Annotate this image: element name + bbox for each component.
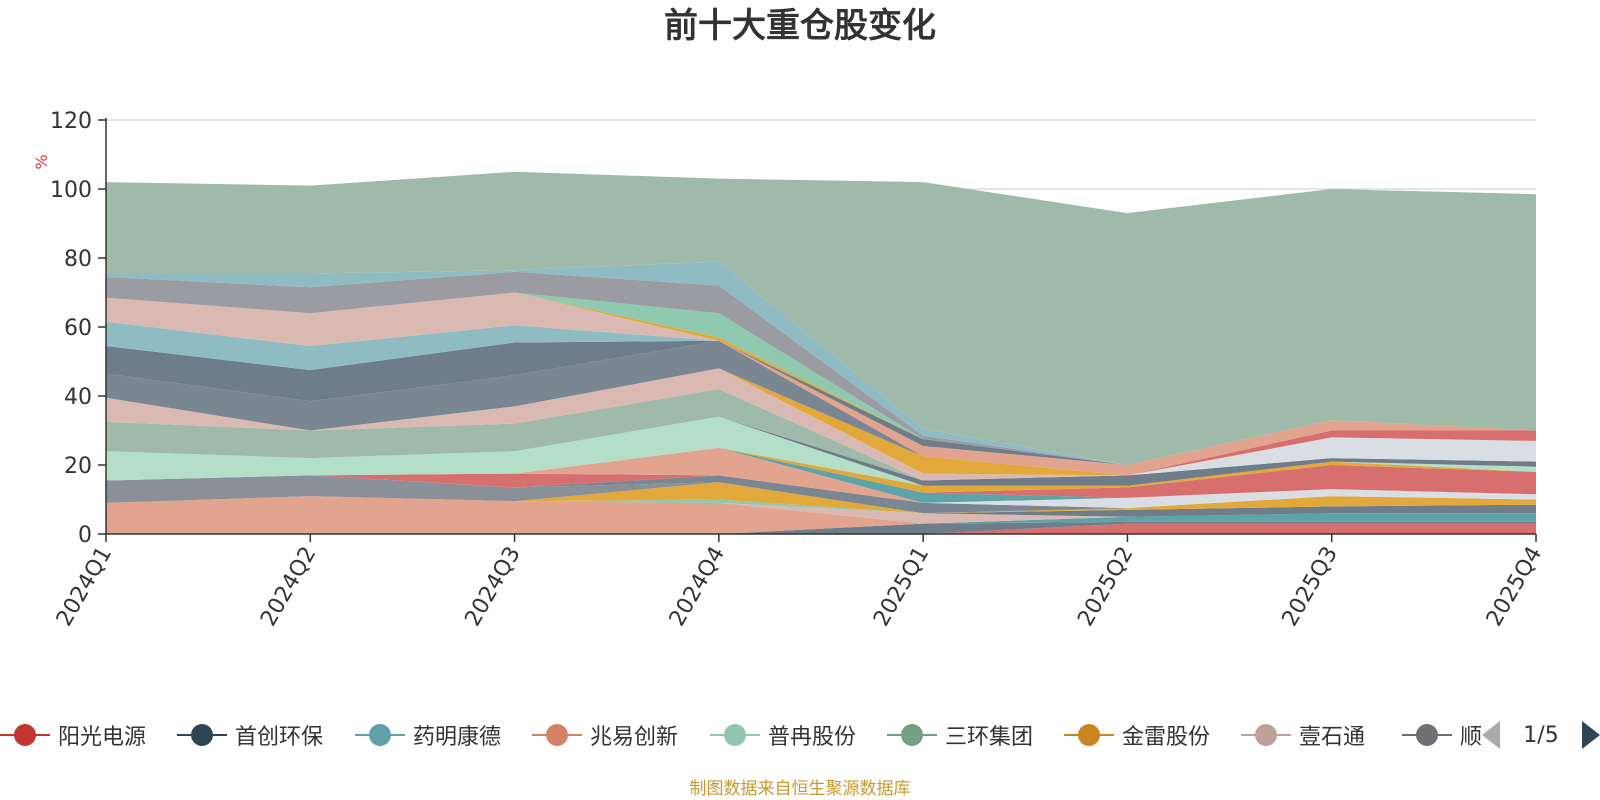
x-tick-label: 2025Q4 (1482, 543, 1547, 631)
area-series-3[interactable] (106, 496, 1536, 534)
y-tick-label: 100 (50, 178, 92, 203)
y-tick-label: 20 (64, 454, 92, 479)
legend-label: 金雷股份 (1122, 725, 1211, 750)
legend-label: 三环集团 (945, 725, 1034, 750)
chart-title: 前十大重仓股变化 (664, 6, 936, 46)
legend-marker-icon (532, 715, 582, 755)
y-tick-label: 80 (64, 247, 92, 272)
legend-marker-icon (0, 715, 50, 755)
x-tick-label: 2024Q4 (665, 543, 730, 631)
area-series-18[interactable] (106, 416, 1536, 486)
area-series-19[interactable] (106, 389, 1536, 481)
y-tick-label: 120 (50, 109, 92, 134)
legend-pager: 1/5 (1482, 715, 1600, 755)
area-series-1[interactable] (106, 521, 1536, 534)
legend-item[interactable]: 金雷股份 (1064, 715, 1210, 755)
area-series-12[interactable] (106, 473, 1536, 503)
legend-item[interactable]: 首创环保 (177, 715, 323, 755)
legend-label: 普冉股份 (768, 725, 857, 750)
area-series-32[interactable] (106, 261, 1536, 465)
legend-label: 顺络电子 (1460, 725, 1482, 750)
area-series-26[interactable] (106, 340, 1536, 465)
area-series-33[interactable] (106, 171, 1536, 466)
y-tick-label: 60 (64, 316, 92, 341)
legend-item[interactable]: 普冉股份 (710, 715, 856, 755)
legend-marker-icon (710, 715, 760, 755)
legend-item[interactable]: 兆易创新 (532, 715, 678, 755)
legend-marker-icon (177, 715, 227, 755)
area-series-28[interactable] (106, 292, 1536, 466)
triangle-left-icon[interactable] (1482, 721, 1500, 749)
legend-items: 阳光电源 首创环保 药明康德 兆易创新 普冉股份 三环集团 金雷股份 壹石通 顺络电子 (0, 715, 1482, 755)
legend-label: 阳光电源 (58, 725, 147, 750)
legend-page-indicator: 1/5 (1523, 722, 1559, 748)
x-tick-label: 2025Q2 (1073, 543, 1138, 631)
y-tick-label: 40 (64, 385, 92, 410)
area-series-14[interactable] (106, 447, 1536, 503)
legend-label: 壹石通 (1299, 725, 1366, 750)
area-series-30[interactable] (106, 292, 1536, 466)
area-series-layer (106, 171, 1536, 534)
legend: 阳光电源 首创环保 药明康德 兆易创新 普冉股份 三环集团 金雷股份 壹石通 顺络电子 1/5 (0, 715, 1600, 755)
axes (98, 118, 1537, 542)
y-axis-unit-label: % (32, 154, 51, 169)
x-tick-label: 2025Q3 (1278, 543, 1343, 631)
area-series-9[interactable] (106, 475, 1536, 514)
legend-item[interactable]: 阳光电源 (0, 715, 146, 755)
legend-marker-icon (1402, 715, 1452, 755)
legend-item[interactable]: 壹石通 (1241, 715, 1365, 755)
legend-marker-icon (1064, 715, 1114, 755)
legend-marker-icon (887, 715, 937, 755)
area-series-4[interactable] (106, 496, 1536, 524)
triangle-right-icon[interactable] (1582, 721, 1600, 749)
legend-label: 药明康德 (413, 725, 502, 750)
area-series-0[interactable] (106, 523, 1536, 534)
y-tick-label: 0 (78, 523, 92, 548)
x-tick-label: 2024Q3 (460, 543, 525, 631)
legend-item[interactable]: 顺络电子 (1402, 715, 1482, 755)
area-series-31[interactable] (106, 271, 1536, 465)
legend-marker-icon (355, 715, 405, 755)
area-series-10[interactable] (106, 475, 1536, 514)
legend-item[interactable]: 药明康德 (355, 715, 501, 755)
area-series-2[interactable] (106, 513, 1536, 534)
x-tick-label: 2025Q1 (869, 543, 934, 631)
legend-label: 兆易创新 (590, 725, 679, 750)
x-tick-label: 2024Q1 (52, 543, 117, 631)
x-tick-label: 2024Q2 (256, 543, 321, 631)
area-series-20[interactable] (106, 368, 1536, 481)
legend-label: 首创环保 (235, 725, 324, 750)
legend-item[interactable]: 三环集团 (887, 715, 1033, 755)
area-series-11[interactable] (106, 475, 1536, 509)
data-source-note: 制图数据来自恒生聚源数据库 (689, 779, 911, 799)
legend-marker-icon (1241, 715, 1291, 755)
area-series-5[interactable] (106, 496, 1536, 517)
area-series-23[interactable] (106, 340, 1536, 476)
area-series-16[interactable] (106, 447, 1536, 493)
area-series-15[interactable] (106, 447, 1536, 498)
